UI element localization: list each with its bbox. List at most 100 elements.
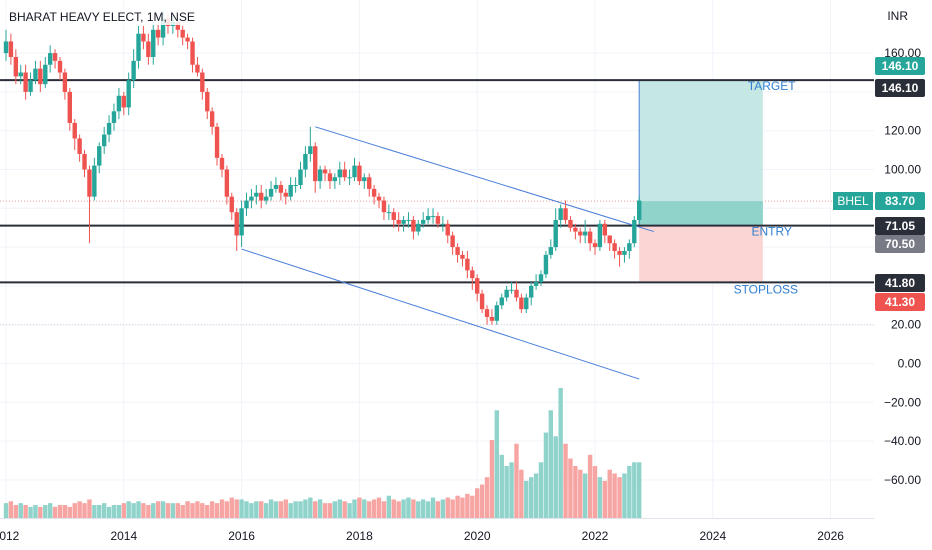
candle[interactable] (249, 188, 254, 209)
candle[interactable] (313, 142, 318, 193)
candle[interactable] (244, 192, 249, 217)
candle[interactable] (278, 181, 284, 201)
candle[interactable] (494, 301, 500, 325)
candle[interactable] (406, 212, 411, 228)
candle[interactable] (92, 157, 97, 201)
candle[interactable] (578, 227, 583, 244)
candle[interactable] (288, 177, 293, 201)
candle[interactable] (97, 142, 102, 174)
candle[interactable] (126, 72, 131, 116)
candle[interactable] (435, 212, 441, 228)
candle[interactable] (303, 146, 308, 178)
upper-trendline[interactable] (315, 126, 655, 233)
candle[interactable] (308, 126, 313, 162)
candle[interactable] (106, 115, 112, 143)
candle[interactable] (367, 173, 372, 197)
candle[interactable] (592, 239, 598, 255)
candle[interactable] (116, 88, 122, 120)
candle[interactable] (440, 216, 446, 232)
candle[interactable] (224, 165, 230, 205)
candle[interactable] (67, 88, 72, 131)
candle[interactable] (352, 157, 357, 182)
candle[interactable] (479, 289, 485, 314)
candle[interactable] (460, 250, 465, 267)
candle[interactable] (425, 208, 431, 224)
candle[interactable] (254, 185, 259, 205)
candle[interactable] (82, 150, 87, 178)
candle[interactable] (533, 274, 539, 290)
candle[interactable] (259, 185, 264, 209)
candle[interactable] (33, 60, 38, 85)
candle[interactable] (136, 25, 141, 69)
candle[interactable] (582, 219, 588, 244)
candle[interactable] (524, 293, 529, 314)
candle[interactable] (273, 177, 279, 193)
candle[interactable] (504, 285, 509, 302)
candle[interactable] (553, 208, 558, 251)
candle[interactable] (268, 181, 274, 201)
candle[interactable] (563, 200, 568, 224)
candle[interactable] (627, 239, 632, 259)
candle[interactable] (263, 188, 269, 205)
candle[interactable] (475, 274, 480, 302)
candle[interactable] (499, 293, 504, 310)
candle[interactable] (470, 266, 475, 290)
candle[interactable] (362, 173, 367, 189)
candle[interactable] (597, 219, 603, 251)
candle[interactable] (347, 169, 352, 186)
candle[interactable] (543, 250, 549, 279)
channel-trendlines[interactable] (241, 126, 655, 380)
candle[interactable] (28, 72, 33, 96)
candle[interactable] (87, 165, 92, 244)
candle[interactable] (190, 37, 195, 73)
time-axis[interactable]: 2012 2014 2016 2018 2020 2022 2024 2026 (0, 518, 932, 550)
candle[interactable] (396, 212, 401, 232)
candle[interactable] (322, 165, 328, 182)
candle[interactable] (239, 200, 244, 248)
candle[interactable] (219, 153, 225, 178)
lower-trendline[interactable] (241, 248, 640, 380)
candle[interactable] (38, 60, 43, 92)
candle[interactable] (111, 103, 117, 131)
candle[interactable] (376, 192, 382, 209)
candle[interactable] (381, 196, 387, 220)
candle[interactable] (72, 119, 77, 151)
price-axis[interactable]: −60.00 −40.00 −20.00 0.00 20.00 100.00 120.00 1… (874, 0, 932, 518)
candle[interactable] (342, 161, 347, 182)
candle[interactable] (47, 45, 53, 73)
candle[interactable] (455, 243, 460, 263)
candle[interactable] (411, 216, 416, 240)
candle[interactable] (327, 169, 333, 189)
candle[interactable] (23, 64, 28, 100)
level-lines[interactable] (0, 79, 874, 284)
candle[interactable] (420, 212, 426, 228)
candle[interactable] (8, 33, 14, 65)
candle[interactable] (514, 282, 519, 302)
candle[interactable] (636, 196, 642, 224)
candle[interactable] (57, 56, 63, 81)
candle[interactable] (151, 22, 156, 65)
candle[interactable] (416, 219, 421, 236)
candle[interactable] (234, 208, 239, 251)
candle[interactable] (121, 91, 126, 116)
candle[interactable] (283, 188, 288, 205)
candle[interactable] (52, 49, 58, 69)
candle[interactable] (612, 239, 617, 259)
candle[interactable] (632, 216, 637, 248)
candle[interactable] (430, 208, 436, 224)
candle[interactable] (587, 227, 593, 251)
candle[interactable] (214, 122, 220, 166)
candle[interactable] (205, 88, 210, 120)
candle[interactable] (141, 25, 146, 50)
candle[interactable] (529, 282, 534, 306)
candle[interactable] (200, 68, 205, 100)
candle[interactable] (62, 68, 68, 100)
candle[interactable] (622, 247, 627, 263)
candle[interactable] (229, 192, 234, 220)
candle[interactable] (195, 56, 200, 77)
candle[interactable] (146, 33, 151, 65)
candle[interactable] (568, 216, 573, 232)
candle[interactable] (185, 33, 190, 50)
candle[interactable] (101, 126, 107, 154)
